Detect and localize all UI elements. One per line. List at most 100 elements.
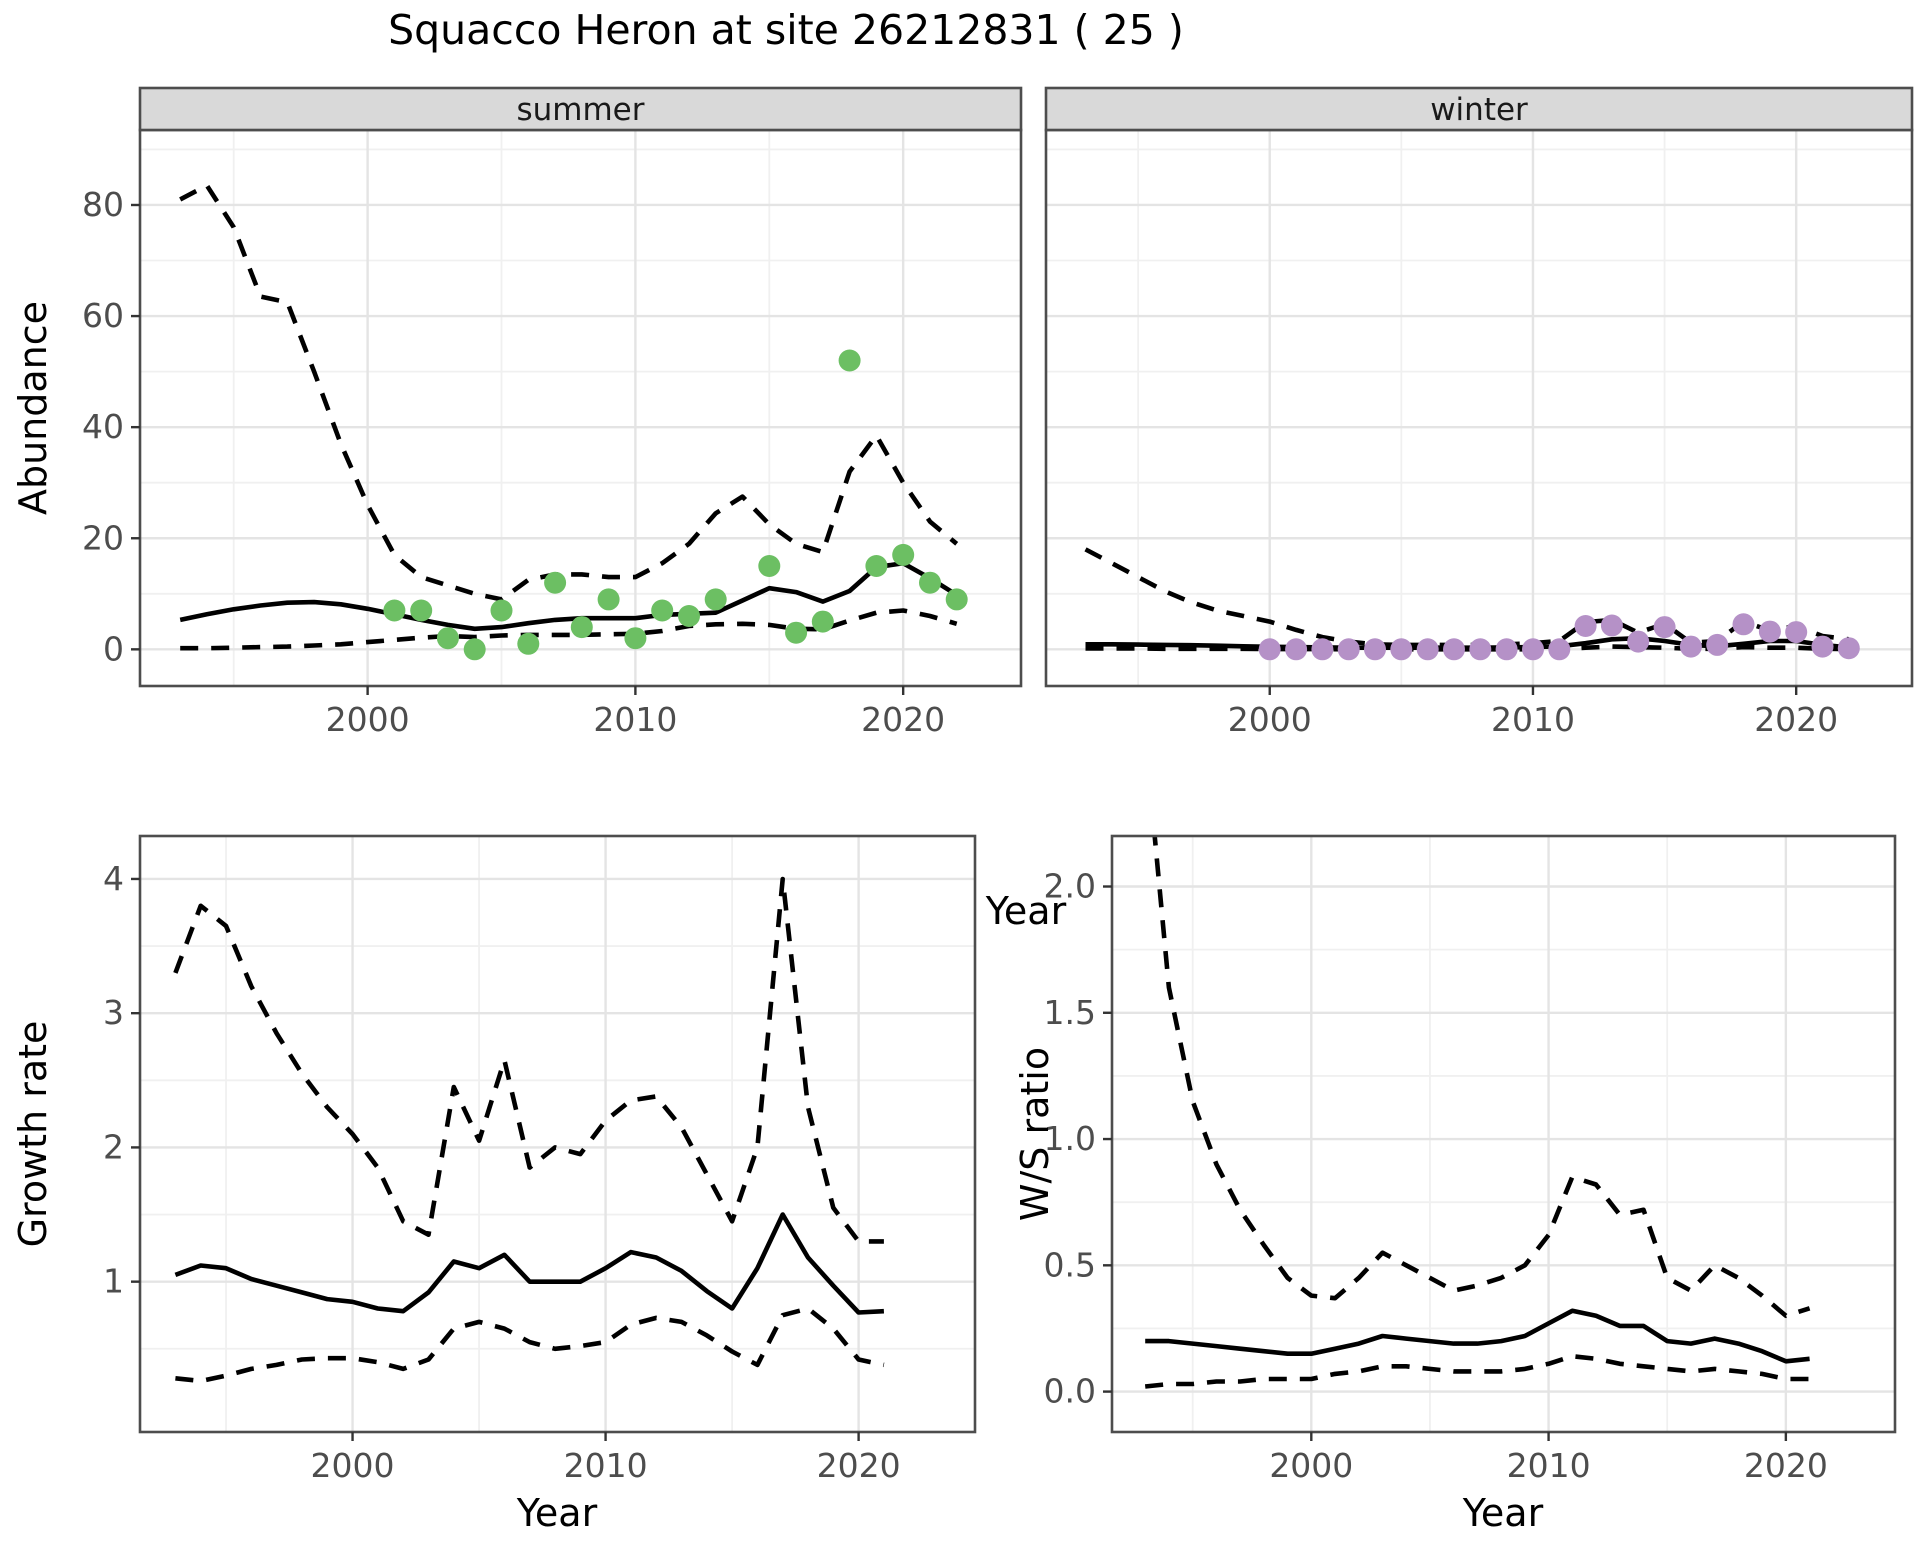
y-tick-label: 3 [103,993,124,1032]
x-tick-label: 2010 [1491,700,1575,739]
x-tick-label: 2020 [817,1446,901,1485]
abundance-summer-upper95-line [179,183,959,602]
x-tick-label: 2000 [1228,700,1312,739]
data-point [1443,638,1465,661]
data-point [1837,637,1860,660]
data-point [704,588,727,611]
panel-abundance-summer: summer 2000 2010 2020 0 20 40 60 80 [82,86,1023,739]
facet-strip-label: summer [516,92,644,128]
data-point [624,627,647,650]
data-point [1522,638,1544,661]
data-point [785,621,808,644]
x-tick-label: 2010 [593,700,677,739]
data-point [1311,638,1334,661]
ws-year-axis-title: Year [1462,1491,1544,1535]
data-point [1679,635,1702,658]
abundance-winter-series [1084,547,1860,661]
x-tick-label: 2020 [1754,700,1838,739]
data-point [597,588,620,611]
y-tick-label: 1 [103,1262,124,1301]
growth-rate-fit-line [174,1212,885,1315]
y-tick-label: 1.0 [1044,1119,1096,1158]
y-tick-label: 0.5 [1044,1245,1096,1284]
ws-ratio-series [1144,836,1811,1389]
x-tick-label: 2020 [1744,1446,1828,1485]
data-point [1285,638,1308,661]
data-point [945,588,968,611]
data-point [490,599,513,622]
facet-strip-winter [1044,86,1914,132]
data-point [383,599,406,622]
data-point [1653,616,1676,639]
data-point [1706,633,1729,656]
y-tick-label: 20 [82,518,124,557]
abundance-winter-upper95-line [1084,547,1850,648]
facet-strip-label: winter [1430,92,1528,128]
y-tick-label: 2.0 [1044,867,1096,906]
data-point [1811,635,1834,658]
y-tick-label: 2 [103,1127,124,1166]
x-tick-label: 2000 [326,700,410,739]
y-tick-label: 4 [103,859,124,898]
data-point [1364,638,1386,661]
data-point [1548,638,1571,661]
growth-rate-upper95-line [173,876,884,1244]
data-point [1258,638,1281,661]
data-point [1627,630,1650,653]
ws-ratio-fit-line [1145,1308,1810,1364]
data-point [1390,638,1413,661]
data-point [1337,638,1360,661]
gridlines [1112,836,1895,1432]
data-point [1469,638,1492,661]
data-point [1732,613,1755,636]
growth-rate-lower95-line [175,1306,885,1384]
observed-winter-points [1258,613,1860,661]
data-point [1574,615,1597,637]
panel-abundance-winter: winter 2000 2010 2020 [1044,86,1914,739]
abundance-summer-fit-line [179,560,958,632]
data-point [1416,638,1439,661]
data-point [651,599,674,622]
chart-title: Squacco Heron at site 26212831 ( 25 ) [388,6,1184,54]
abundance-summer-series [179,183,968,661]
data-point [436,627,459,650]
panel-growth-rate: 2000 2010 2020 1 2 3 4 [103,834,977,1485]
growth-rate-series [173,876,885,1384]
ws-ratio-lower95-line [1144,1353,1810,1389]
y-tick-label: 60 [82,296,124,335]
data-point [919,571,941,594]
gridlines [140,130,1021,686]
data-point [1495,638,1518,661]
data-point [1758,620,1781,643]
x-tick-label: 2020 [861,700,945,739]
top-year-axis-title: Year [985,889,1067,933]
data-point [1600,614,1623,637]
y-tick-label: 1.5 [1044,993,1096,1032]
data-point [1785,621,1808,644]
data-point [463,638,486,661]
y-tick-label: 80 [82,185,124,224]
y-tick-label: 0 [103,629,124,668]
ws-ratio-axis-title: W/S ratio [1013,1047,1057,1221]
x-tick-label: 2010 [1507,1446,1591,1485]
data-point [410,599,433,622]
panel-ws-ratio: 2000 2010 2020 0.0 0.5 1.0 1.5 2.0 [1044,834,1897,1485]
data-point [811,610,834,633]
x-tick-label: 2010 [564,1446,648,1485]
data-point [544,571,567,594]
y-tick-label: 0.0 [1044,1372,1096,1411]
growth-year-axis-title: Year [516,1491,598,1535]
data-point [758,555,781,577]
data-point [865,555,888,577]
y-tick-label: 40 [82,407,124,446]
x-tick-label: 2000 [311,1446,395,1485]
abundance-summer-lower95-line [180,608,958,651]
data-point [678,605,700,627]
observed-summer-points [383,349,968,661]
growth-rate-axis-title: Growth rate [11,1021,55,1248]
facet-strip-summer [138,86,1023,132]
abundance-axis-title: Abundance [11,301,55,515]
x-tick-label: 2000 [1269,1446,1353,1485]
